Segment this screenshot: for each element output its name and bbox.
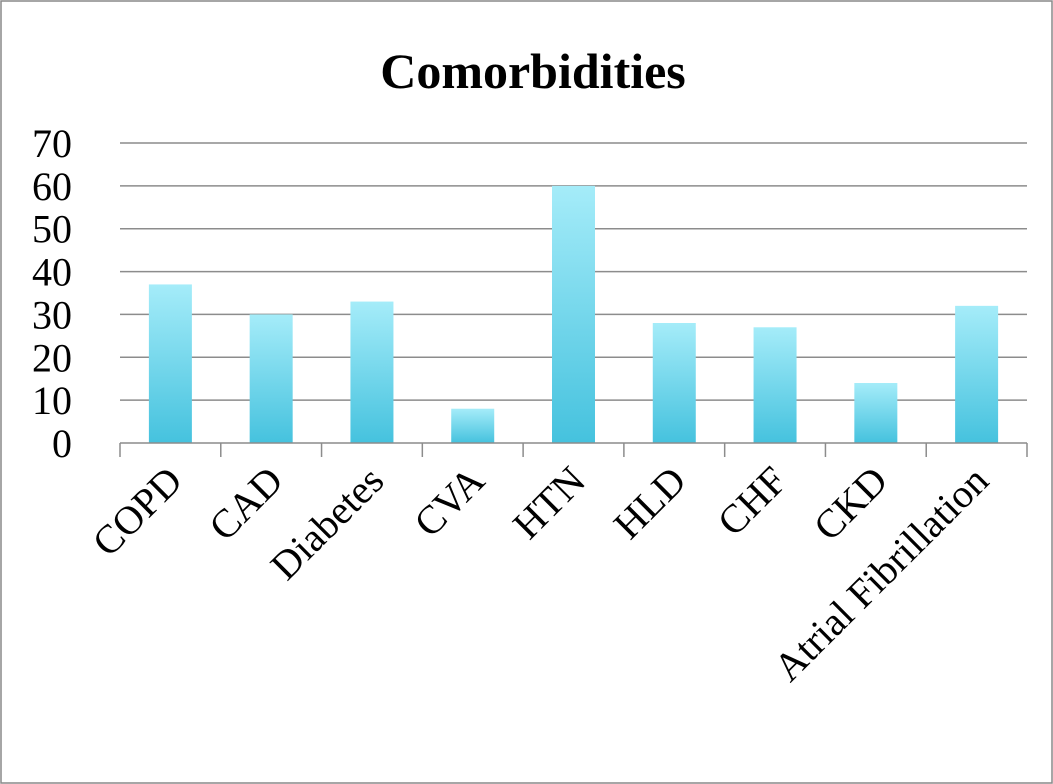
x-axis (119, 442, 1028, 457)
bar-ckd (854, 383, 898, 443)
y-tick-label: 0 (52, 421, 72, 466)
y-tick-label: 30 (32, 292, 72, 337)
y-tick-label: 60 (32, 164, 72, 209)
bar-htn (552, 185, 595, 443)
y-tick-label: 40 (32, 250, 72, 295)
y-tick-label: 20 (32, 335, 72, 380)
bar-diabetes (350, 301, 394, 443)
bars (148, 185, 999, 443)
y-tick-label: 50 (32, 207, 72, 252)
bar-cad (249, 314, 293, 443)
bar-hld (652, 323, 696, 443)
bar-cva (451, 408, 495, 443)
chart-title: Comorbidities (380, 43, 686, 99)
y-tick-label: 70 (32, 121, 72, 166)
bar-copd (148, 284, 192, 443)
y-tick-label: 10 (32, 378, 72, 423)
bar-chf (753, 327, 797, 443)
bar-atrial-fibrillation (955, 305, 999, 443)
